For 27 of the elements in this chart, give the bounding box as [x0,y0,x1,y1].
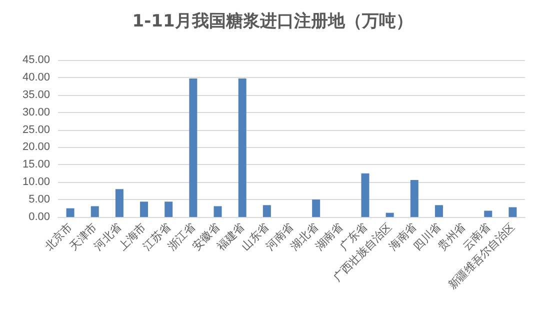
bar [238,78,246,217]
y-tick-label: 5.00 [28,194,50,206]
y-tick-label: 45.00 [22,54,50,66]
y-tick-label: 10.00 [22,176,50,188]
y-tick-label: 30.00 [22,106,50,118]
bar [386,212,394,217]
bar [262,205,271,217]
bar [361,173,370,217]
bar [66,208,74,217]
bar [90,206,99,217]
y-tick-label: 0.00 [28,211,50,223]
bar [312,200,320,217]
bar [214,206,222,217]
bar [115,189,124,217]
bar [140,202,148,217]
y-tick-label: 40.00 [22,71,50,84]
bar [508,207,517,217]
y-tick-label: 15.00 [22,158,50,171]
y-tick-label: 25.00 [22,124,50,136]
bar [484,210,492,217]
y-tick-label: 20.00 [22,141,50,154]
y-tick-label: 35.00 [22,88,50,101]
bar [164,202,173,217]
chart-title: 1-11月我国糖浆进口注册地（万吨） [132,12,413,32]
bar [434,205,443,217]
bar [410,180,418,217]
bar [189,78,198,217]
